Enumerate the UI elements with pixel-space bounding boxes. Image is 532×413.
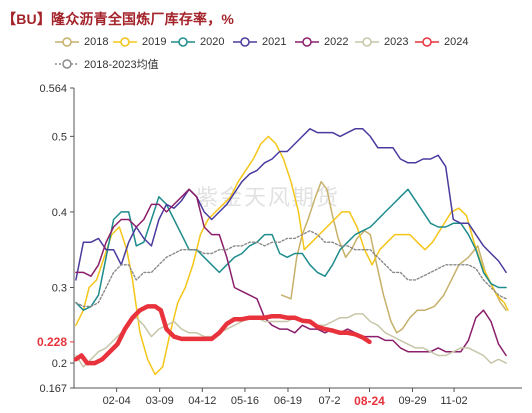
legend-label: 2019 bbox=[142, 36, 167, 48]
series-line-avg bbox=[75, 230, 507, 308]
chart-title: 【BU】隆众沥青全国炼厂库存率，% bbox=[2, 11, 235, 27]
legend-item-2024[interactable]: 2024 bbox=[414, 36, 468, 48]
y-tick-label: 0.3 bbox=[52, 282, 67, 294]
legend-marker bbox=[233, 37, 257, 47]
series-line-2020 bbox=[75, 188, 507, 311]
legend-marker bbox=[171, 37, 195, 47]
y-tick-label: 0.2 bbox=[52, 358, 67, 370]
legend-label: 2022 bbox=[324, 36, 349, 48]
legend-label: 2018-2023均值 bbox=[84, 59, 159, 71]
x-tick-label: 03-09 bbox=[146, 395, 174, 407]
legend-marker bbox=[55, 37, 79, 47]
y-tick-label: 0.564 bbox=[39, 83, 67, 95]
x-tick-label: 09-29 bbox=[398, 395, 426, 407]
y-tick-label: 0.167 bbox=[39, 383, 67, 395]
highlight-y-label: 0.228 bbox=[37, 335, 67, 349]
legend-item-2021[interactable]: 2021 bbox=[232, 36, 286, 48]
legend-item-2022[interactable]: 2022 bbox=[294, 36, 348, 48]
series-line-2024 bbox=[73, 304, 372, 366]
legend-item-2018[interactable]: 2018 bbox=[54, 36, 108, 48]
series-line-2021 bbox=[75, 128, 507, 281]
legend-marker bbox=[55, 59, 79, 69]
chart-header: 【BU】隆众沥青全国炼厂库存率，% bbox=[0, 0, 532, 30]
y-tick-label: 0.4 bbox=[52, 207, 67, 219]
x-tick-label: 05-16 bbox=[231, 395, 259, 407]
x-tick-label: 11-02 bbox=[440, 395, 467, 407]
x-tick-label: 02-04 bbox=[103, 395, 131, 407]
series-line-2019 bbox=[75, 135, 509, 376]
series-line-2018 bbox=[280, 180, 507, 334]
series-line-2022 bbox=[75, 188, 507, 357]
legend-label: 2024 bbox=[444, 36, 469, 48]
legend-marker bbox=[355, 37, 379, 47]
x-tick-label: 04-12 bbox=[188, 395, 216, 407]
legend-label: 2018 bbox=[84, 36, 109, 48]
y-tick-label: 0.5 bbox=[52, 131, 67, 143]
legend-label: 2023 bbox=[384, 36, 409, 48]
legend-item-avg[interactable]: 2018-2023均值 bbox=[54, 56, 159, 72]
legend-item-2023[interactable]: 2023 bbox=[354, 36, 408, 48]
legend-marker bbox=[113, 37, 137, 47]
legend-item-2019[interactable]: 2019 bbox=[112, 36, 166, 48]
x-tick-label: 07-2 bbox=[318, 395, 340, 407]
series-line-2023 bbox=[75, 313, 507, 368]
legend-item-2020[interactable]: 2020 bbox=[170, 36, 224, 48]
legend-label: 2020 bbox=[200, 36, 225, 48]
legend-marker bbox=[415, 37, 439, 47]
watermark-text: 紫金天风期货 bbox=[196, 185, 340, 210]
legend-label: 2021 bbox=[262, 36, 287, 48]
highlight-x-label: 08-24 bbox=[354, 394, 385, 408]
highlight-x-bg bbox=[349, 392, 390, 408]
legend-marker bbox=[295, 37, 319, 47]
x-tick-label: 06-19 bbox=[274, 395, 302, 407]
